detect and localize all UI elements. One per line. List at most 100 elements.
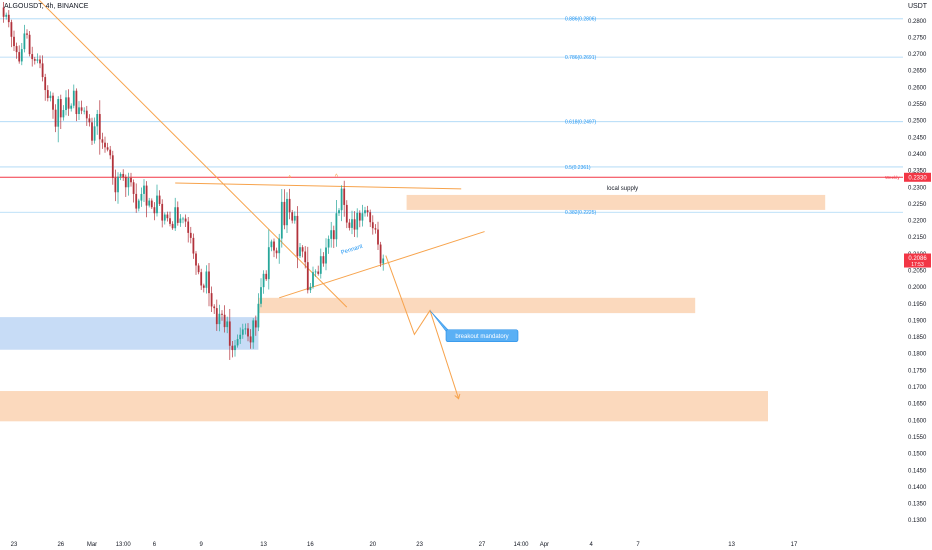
y-tick-label-12: 0.2200 (908, 219, 927, 225)
candle (226, 316, 229, 334)
candle-body (184, 218, 187, 222)
candle-body (280, 201, 283, 239)
candle-body (80, 107, 83, 111)
candle-body (369, 212, 372, 223)
candle (57, 96, 60, 143)
candle (140, 187, 143, 207)
candle (59, 94, 62, 130)
candle (231, 340, 234, 358)
y-tick-label-25: 0.1550 (908, 435, 927, 441)
y-tick-label-24: 0.1600 (908, 418, 927, 424)
candle-body (335, 213, 338, 240)
candle (122, 169, 125, 181)
candle-body (197, 265, 200, 273)
candle-body (91, 122, 93, 141)
candle (340, 185, 343, 222)
candle-body (291, 212, 294, 221)
candle-body (150, 200, 153, 208)
price-axis[interactable]: 0.2800 0.2750 0.2700 0.2650 0.2600 0.2550 0.25… (908, 19, 927, 524)
candle-body (130, 177, 132, 183)
candle (236, 334, 239, 348)
x-tick-label-1: 26 (57, 542, 64, 548)
x-tick-label-12: Apr (540, 542, 549, 548)
candle-body (247, 328, 249, 337)
x-tick-label-2: Mar (87, 542, 97, 548)
y-tick-label-20: 0.1800 (908, 352, 927, 358)
candle (299, 243, 301, 259)
candle (20, 42, 23, 66)
trendline-layer (38, 0, 485, 308)
candle-body (41, 63, 44, 78)
fib-label-0: 0.886(0.2806) (565, 17, 596, 23)
candle (265, 270, 268, 281)
y-tick-label-27: 0.1450 (908, 468, 927, 474)
candle-body (361, 213, 364, 221)
candle-body (195, 253, 197, 266)
candle-body (223, 314, 226, 328)
candle-body (166, 214, 169, 219)
candle (163, 212, 166, 225)
candle-body (72, 90, 75, 106)
candle (332, 225, 335, 249)
candle-body (161, 203, 164, 221)
candle-body (169, 218, 171, 224)
currency-label: USDT (908, 3, 928, 10)
y-tick-label-13: 0.2150 (908, 235, 927, 241)
candle-body (345, 204, 348, 223)
candle (143, 179, 145, 202)
candle (205, 265, 208, 294)
candle-body (176, 207, 179, 223)
candle (293, 211, 296, 224)
candle (348, 218, 351, 231)
candle-body (114, 177, 117, 193)
candle (267, 229, 270, 290)
candle (228, 308, 231, 360)
projection-path (385, 255, 460, 399)
candle-body (5, 14, 8, 17)
symbol-title: ALGOUSDT, 4h, BINANCE (4, 3, 89, 10)
weekly-price-label: 0.2330 (908, 175, 927, 181)
candle-body (127, 177, 130, 188)
candle-body (101, 139, 104, 143)
candle-body (106, 147, 109, 150)
fib-label-2: 0.618(0.2497) (565, 119, 596, 125)
y-tick-label-4: 0.2600 (908, 85, 927, 91)
candle (270, 239, 273, 252)
candle (114, 169, 117, 202)
candle-body (145, 185, 148, 206)
candle (244, 323, 247, 335)
time-axis[interactable]: 23 26 Mar 13:00 6 9 13 16 20 23 27 14:00 Apr 4 7 13 17 (11, 542, 798, 548)
candle-body (148, 200, 151, 206)
candle (364, 206, 366, 217)
candle (319, 248, 322, 279)
candle (301, 245, 304, 258)
candle (72, 84, 75, 109)
candle-body (10, 22, 13, 37)
candle (291, 209, 294, 224)
candle (247, 323, 249, 342)
candle-body (117, 176, 119, 193)
candle (317, 265, 320, 276)
x-tick-label-5: 9 (200, 542, 204, 548)
candle (195, 251, 197, 275)
x-tick-label-8: 20 (369, 542, 376, 548)
candle (306, 246, 309, 294)
candle (187, 217, 190, 243)
candle (260, 278, 262, 308)
candle (33, 56, 36, 65)
candle (54, 104, 57, 133)
candle-body (366, 210, 369, 213)
candle (200, 268, 203, 290)
candle (137, 198, 140, 212)
candle (304, 246, 307, 269)
candle (234, 340, 236, 357)
y-tick-label-19: 0.1850 (908, 335, 927, 341)
candle (371, 215, 374, 235)
candle (65, 90, 67, 116)
zone-layer (0, 194, 826, 422)
candle (184, 214, 187, 228)
candle-body (275, 250, 278, 254)
candle-body (267, 247, 270, 280)
candle (223, 305, 226, 333)
